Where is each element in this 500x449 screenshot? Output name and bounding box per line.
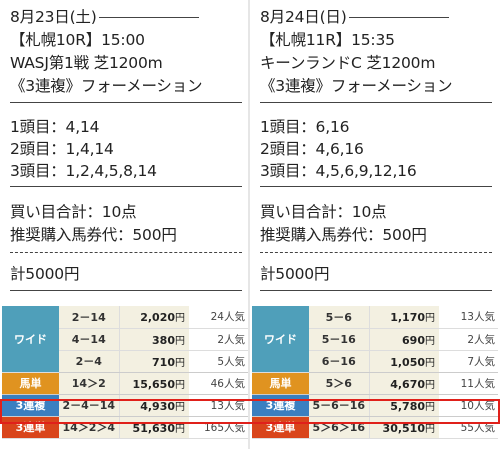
- combo: 5－6: [309, 306, 369, 329]
- pick-second: 2頭目：4,6,16: [260, 140, 364, 158]
- table-row: ワイド 5－6 1,170円 13人気: [252, 306, 498, 373]
- race-date: 8月24日(日): [260, 8, 347, 26]
- race-number: 【札幌11R】15:35: [260, 31, 395, 49]
- bet-label-sanrenpuku: 3連複: [2, 394, 59, 417]
- combo: 5－6－16: [309, 394, 369, 417]
- payout: 15,650円: [118, 372, 189, 395]
- combo: 2－4: [59, 350, 119, 373]
- total-amount: 計5000円: [260, 265, 330, 283]
- popularity: 10人気: [439, 394, 498, 417]
- bet-label-wide: ワイド: [2, 306, 59, 373]
- combo: 14＞2＞4: [59, 416, 119, 439]
- popularity: 2人気: [189, 328, 248, 351]
- popularity: 11人気: [439, 372, 498, 395]
- table-row: 3連単 5＞6＞16 30,510円 55人気: [252, 416, 498, 439]
- popularity: 13人気: [439, 306, 498, 329]
- race-name: WASJ第1戦 芝1200m: [10, 54, 163, 72]
- table-row: 4－14 380円 2人気: [2, 328, 248, 351]
- payout: 2,020円: [118, 306, 189, 329]
- race-date: 8月23日(土): [10, 8, 97, 26]
- section-divider: [260, 290, 492, 291]
- payout: 1,170円: [368, 306, 439, 329]
- popularity: 7人気: [439, 350, 498, 373]
- table-row: 3連複 5－6－16 5,780円 10人気: [252, 394, 498, 417]
- pick-third: 3頭目：4,5,6,9,12,16: [260, 162, 417, 180]
- unit-price: 推奨購入馬券代：500円: [10, 226, 177, 244]
- combo: 2－14: [59, 306, 119, 329]
- section-divider: [10, 290, 242, 291]
- combo: 5＞6＞16: [309, 416, 369, 439]
- section-divider: [260, 102, 492, 103]
- dashed-divider: [10, 252, 242, 253]
- dashed-divider: [260, 252, 492, 253]
- title-rule: [98, 16, 199, 18]
- popularity: 55人気: [439, 416, 498, 439]
- combo: 6－16: [309, 350, 369, 373]
- race-panel-left: 8月23日(土) 【札幌10R】15:00 WASJ第1戦 芝1200m 《3連…: [2, 0, 248, 449]
- section-divider: [10, 102, 242, 103]
- race-panel-right: 8月24日(日) 【札幌11R】15:35 キーンランドC 芝1200m 《3連…: [252, 0, 498, 449]
- bet-label-umatan: 馬単: [2, 372, 59, 395]
- table-row: ワイド 2－14 2,020円 24人気: [2, 306, 248, 373]
- pick-third: 3頭目：1,2,4,5,8,14: [10, 162, 157, 180]
- pick-second: 2頭目：1,4,14: [10, 140, 114, 158]
- combo: 14＞2: [59, 372, 119, 395]
- payout-table: ワイド 2－14 2,020円 24人気 4－14 380円 2人気 2－4 7…: [2, 306, 248, 439]
- bet-label-wide: ワイド: [252, 306, 309, 373]
- race-date-row: 8月23日(土): [10, 8, 199, 26]
- table-row: 3連複 2－4－14 4,930円 13人気: [2, 394, 248, 417]
- popularity: 5人気: [189, 350, 248, 373]
- combo: 2－4－14: [59, 394, 119, 417]
- payout: 4,930円: [118, 394, 189, 417]
- popularity: 2人気: [439, 328, 498, 351]
- unit-price: 推奨購入馬券代：500円: [260, 226, 427, 244]
- payout: 690円: [368, 328, 439, 351]
- payout: 51,630円: [118, 416, 189, 439]
- section-divider: [260, 186, 492, 187]
- table-row: 3連単 14＞2＞4 51,630円 165人気: [2, 416, 248, 439]
- race-date-row: 8月24日(日): [260, 8, 449, 26]
- table-row: 馬単 14＞2 15,650円 46人気: [2, 372, 248, 395]
- payout: 5,780円: [368, 394, 439, 417]
- payout: 1,050円: [368, 350, 439, 373]
- bet-label-umatan: 馬単: [252, 372, 309, 395]
- total-points: 買い目合計：10点: [260, 203, 387, 221]
- table-row: 6－16 1,050円 7人気: [252, 350, 498, 373]
- race-name: キーンランドC 芝1200m: [260, 54, 436, 72]
- total-points: 買い目合計：10点: [10, 203, 137, 221]
- section-divider: [10, 186, 242, 187]
- combo: 4－14: [59, 328, 119, 351]
- pick-first: 1頭目：4,14: [10, 118, 100, 136]
- title-rule: [348, 16, 449, 18]
- bet-type: 《3連複》フォーメーション: [260, 77, 453, 95]
- payout: 4,670円: [368, 372, 439, 395]
- combo: 5－16: [309, 328, 369, 351]
- bet-type: 《3連複》フォーメーション: [10, 77, 203, 95]
- payout: 710円: [118, 350, 189, 373]
- bet-label-sanrentan: 3連単: [252, 416, 309, 439]
- table-row: 馬単 5＞6 4,670円 11人気: [252, 372, 498, 395]
- column-divider: [248, 0, 250, 449]
- table-row: 2－4 710円 5人気: [2, 350, 248, 373]
- popularity: 46人気: [189, 372, 248, 395]
- payout: 30,510円: [368, 416, 439, 439]
- bet-label-sanrentan: 3連単: [2, 416, 59, 439]
- popularity: 165人気: [189, 416, 248, 439]
- table-row: 5－16 690円 2人気: [252, 328, 498, 351]
- total-amount: 計5000円: [10, 265, 80, 283]
- payout: 380円: [118, 328, 189, 351]
- race-number: 【札幌10R】15:00: [10, 31, 145, 49]
- bet-label-sanrenpuku: 3連複: [252, 394, 309, 417]
- popularity: 13人気: [189, 394, 248, 417]
- popularity: 24人気: [189, 306, 248, 329]
- payout-table: ワイド 5－6 1,170円 13人気 5－16 690円 2人気 6－16 1…: [252, 306, 498, 439]
- pick-first: 1頭目：6,16: [260, 118, 350, 136]
- combo: 5＞6: [309, 372, 369, 395]
